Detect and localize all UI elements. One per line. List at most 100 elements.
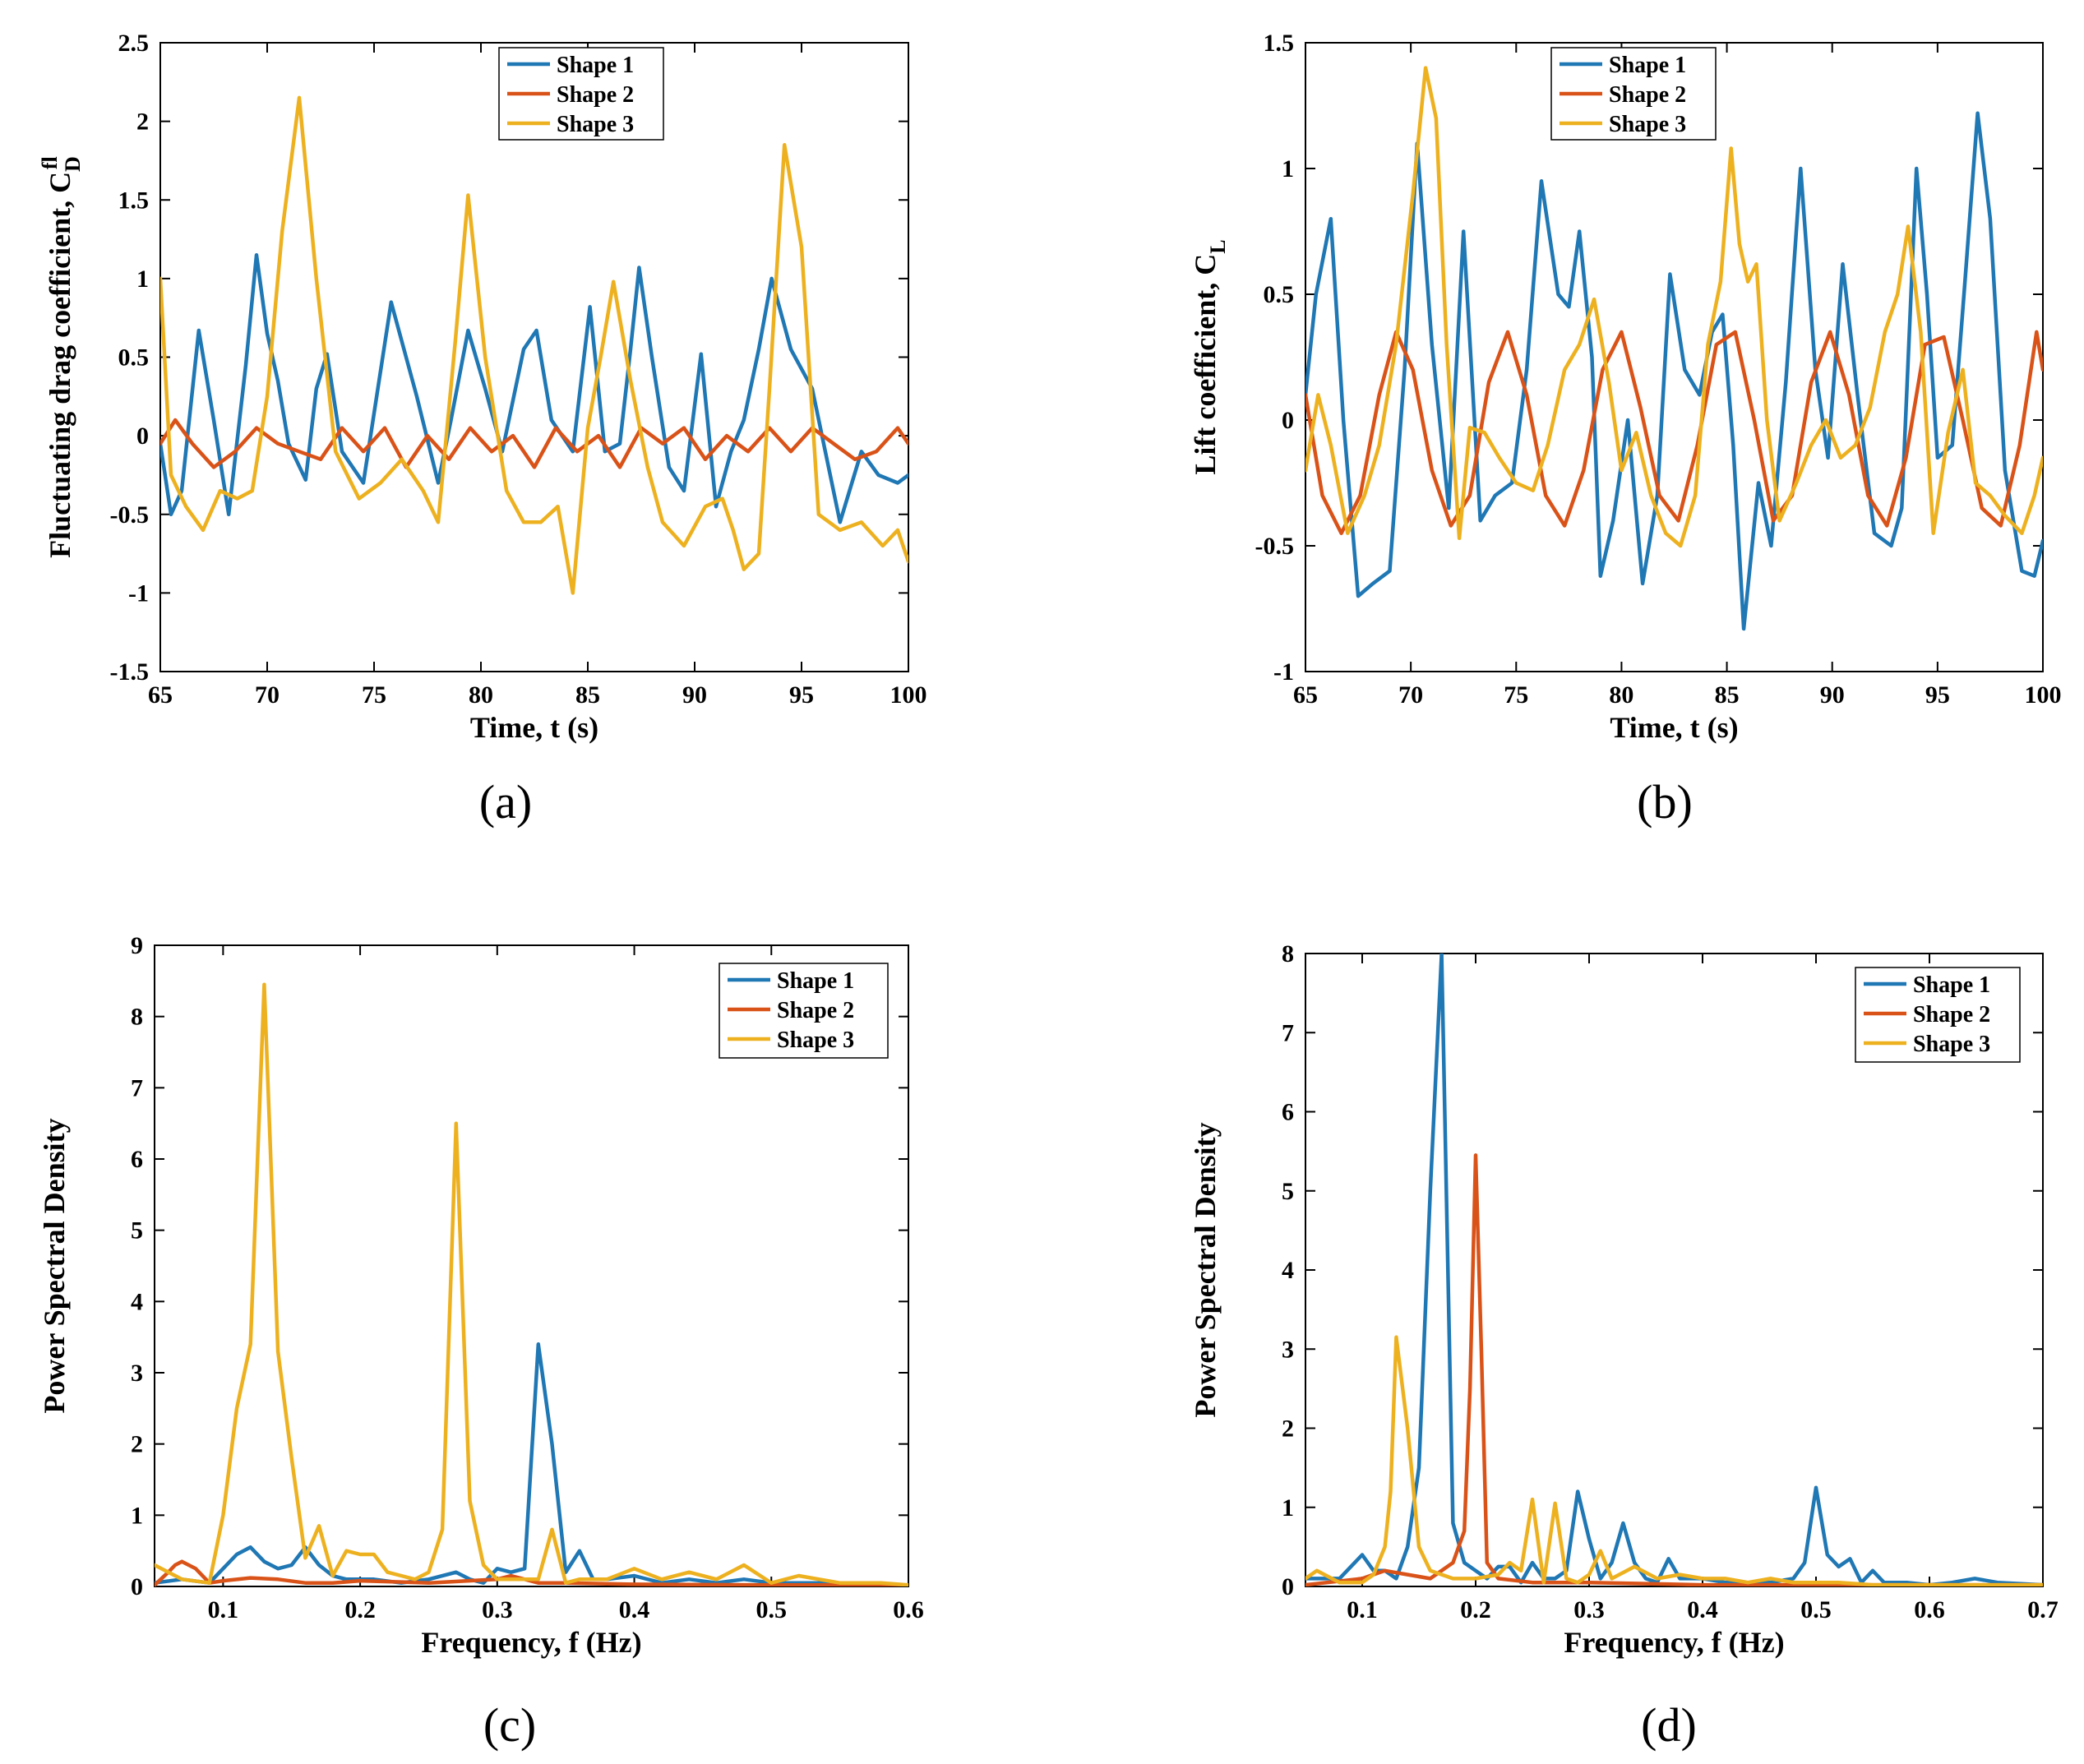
panel-label-b: (b) (1637, 775, 1693, 829)
x-tick-label-d: 0.6 (1914, 1596, 1945, 1623)
plot-area-b (1305, 42, 2044, 672)
y-tick-label-b: 0.5 (1264, 281, 1295, 308)
y-tick-label-c: 8 (131, 1004, 143, 1031)
y-tick-label-c: 5 (131, 1217, 143, 1244)
y-tick-label-d: 7 (1282, 1019, 1294, 1046)
y-axis-label-a: Fluctuating drag coefficient, CDfl (38, 156, 85, 558)
x-tick-label-d: 0.1 (1347, 1596, 1378, 1623)
y-tick-label-c: 3 (131, 1360, 143, 1387)
panel-label-c: (c) (483, 1698, 536, 1752)
y-tick-label-d: 1 (1282, 1494, 1294, 1522)
x-axis-label-d: Frequency, f (Hz) (1564, 1626, 1784, 1659)
x-tick-label-a: 70 (255, 681, 280, 709)
y-axis-label-text-d: Power Spectral Density (1189, 1122, 1222, 1417)
y-tick-label-c: 2 (131, 1431, 143, 1458)
x-tick-label-b: 75 (1504, 681, 1528, 709)
x-tick-label-b: 80 (1609, 681, 1633, 709)
y-tick-label-a: 1 (136, 266, 149, 293)
y-tick-label-d: 4 (1282, 1257, 1294, 1284)
x-axis-label-a: Time, t (s) (470, 711, 598, 744)
y-tick-label-c: 4 (131, 1288, 143, 1315)
x-tick-label-b: 90 (1820, 681, 1845, 709)
y-axis-label-text-c: Power Spectral Density (38, 1118, 71, 1413)
y-tick-label-b: 1.5 (1264, 30, 1295, 57)
x-axis-label-c: Frequency, f (Hz) (421, 1626, 641, 1659)
series-line-d-shape-2 (1305, 1153, 2043, 1586)
y-tick-label-d: 2 (1282, 1415, 1294, 1443)
y-tick-label-a: 2.5 (118, 30, 150, 57)
x-tick-label-a: 85 (575, 681, 600, 709)
y-axis-label-text-a: Fluctuating drag coefficient, C (44, 172, 76, 558)
x-tick-label-c: 0.3 (482, 1596, 513, 1623)
series-line-d-shape-3 (1305, 1335, 2043, 1586)
series-line-b-shape-1 (1305, 111, 2043, 631)
x-tick-label-a: 95 (789, 681, 814, 709)
x-tick-label-b: 70 (1398, 681, 1423, 709)
y-tick-label-a: -1 (128, 580, 149, 607)
legend-label-b-2: Shape 2 (1609, 82, 1686, 108)
x-tick-label-d: 0.4 (1687, 1596, 1718, 1623)
x-tick-label-b: 100 (2025, 681, 2062, 709)
y-tick-label-b: 0 (1282, 407, 1294, 434)
y-tick-label-c: 0 (131, 1573, 143, 1600)
legend-b: Shape 1 Shape 2 Shape 3 (1550, 47, 1717, 141)
y-axis-label-c: Power Spectral Density (38, 1118, 71, 1413)
x-tick-label-c: 0.2 (344, 1596, 376, 1623)
y-tick-label-d: 5 (1282, 1178, 1294, 1205)
legend-label-d-2: Shape 2 (1913, 1002, 1990, 1027)
series-line-d-shape-1 (1305, 954, 2043, 1586)
x-tick-label-b: 65 (1293, 681, 1318, 709)
legend-label-d-1: Shape 1 (1913, 972, 1990, 998)
y-tick-label-c: 1 (131, 1502, 143, 1529)
y-tick-label-c: 7 (131, 1074, 143, 1101)
x-tick-label-c: 0.6 (893, 1596, 924, 1623)
y-axis-label-b: Lift coefficient, CL (1189, 239, 1230, 474)
series-line-c-shape-1 (155, 1342, 908, 1586)
legend-c: Shape 1 Shape 2 Shape 3 (719, 963, 889, 1059)
series-line-b-shape-2 (1305, 330, 2043, 535)
y-tick-label-d: 8 (1282, 940, 1294, 967)
x-tick-label-a: 90 (682, 681, 707, 709)
x-tick-label-d: 0.2 (1460, 1596, 1491, 1623)
x-axis-label-b: Time, t (s) (1610, 711, 1738, 744)
legend-a: Shape 1 Shape 2 Shape 3 (498, 47, 664, 141)
y-tick-label-c: 6 (131, 1146, 143, 1173)
y-tick-label-a: -0.5 (110, 501, 150, 529)
series-line-b-shape-3 (1305, 66, 2043, 548)
x-tick-label-a: 100 (890, 681, 927, 709)
y-tick-label-a: -1.5 (110, 658, 150, 686)
series-line-a-shape-2 (160, 418, 908, 469)
y-tick-label-a: 2 (136, 109, 149, 136)
y-axis-label-d: Power Spectral Density (1189, 1122, 1222, 1417)
x-tick-label-b: 85 (1715, 681, 1740, 709)
y-tick-label-d: 6 (1282, 1099, 1294, 1126)
x-tick-label-d: 0.5 (1800, 1596, 1832, 1623)
legend-label-b-1: Shape 1 (1609, 53, 1686, 78)
x-tick-label-a: 65 (148, 681, 173, 709)
y-tick-label-a: 1.5 (118, 187, 150, 214)
panel-label-d: (d) (1641, 1698, 1697, 1752)
series-line-c-shape-3 (155, 982, 908, 1586)
y-tick-label-d: 0 (1282, 1573, 1294, 1600)
legend-label-c-2: Shape 2 (777, 998, 854, 1023)
legend-label-a-3: Shape 3 (557, 112, 634, 137)
y-tick-label-a: 0.5 (118, 344, 150, 372)
y-tick-label-d: 3 (1282, 1336, 1294, 1363)
x-tick-label-c: 0.1 (208, 1596, 239, 1623)
y-tick-label-b: -0.5 (1255, 533, 1295, 560)
y-axis-label-super-a: fl (38, 156, 62, 169)
legend-label-c-1: Shape 1 (777, 968, 854, 994)
x-tick-label-c: 0.5 (756, 1596, 788, 1623)
x-tick-label-c: 0.4 (619, 1596, 650, 1623)
series-line-a-shape-1 (160, 252, 908, 524)
y-axis-label-text-b: Lift coefficient, C (1189, 254, 1222, 475)
chart-a: 65 70 75 80 85 90 95 100 -1.5 -1 -0.5 0 0.5 1 1.5 2 2.5 S… (38, 30, 927, 829)
y-tick-label-a: 0 (136, 423, 149, 450)
panel-label-a: (a) (479, 775, 532, 829)
series-line-c-shape-2 (155, 1559, 908, 1586)
x-tick-label-a: 75 (362, 681, 386, 709)
